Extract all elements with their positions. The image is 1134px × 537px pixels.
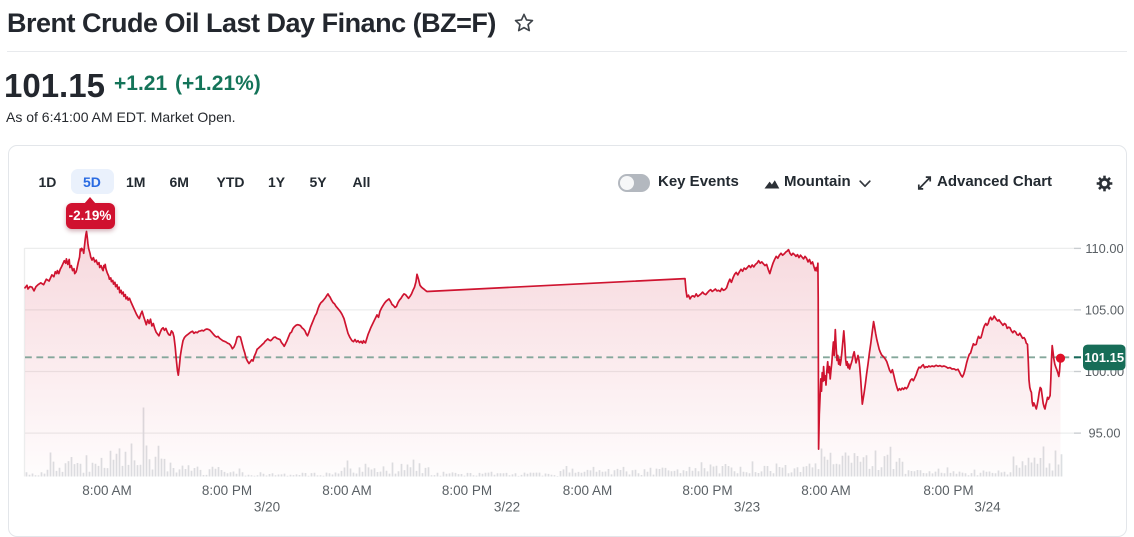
svg-text:8:00 PM: 8:00 PM	[442, 483, 492, 498]
svg-text:8:00 PM: 8:00 PM	[682, 483, 732, 498]
svg-text:8:00 AM: 8:00 AM	[322, 483, 372, 498]
svg-text:8:00 AM: 8:00 AM	[801, 483, 851, 498]
svg-text:3/23: 3/23	[734, 500, 760, 515]
svg-text:110.00: 110.00	[1085, 241, 1123, 256]
svg-text:105.00: 105.00	[1085, 302, 1124, 317]
svg-text:3/20: 3/20	[254, 500, 280, 515]
svg-text:3/22: 3/22	[494, 500, 520, 515]
svg-text:8:00 AM: 8:00 AM	[82, 483, 132, 498]
svg-text:8:00 PM: 8:00 PM	[923, 483, 973, 498]
svg-text:3/24: 3/24	[974, 500, 1001, 515]
svg-text:8:00 AM: 8:00 AM	[563, 483, 613, 498]
svg-text:95.00: 95.00	[1088, 426, 1120, 441]
svg-text:8:00 PM: 8:00 PM	[202, 483, 252, 498]
svg-text:101.15: 101.15	[1084, 350, 1124, 365]
